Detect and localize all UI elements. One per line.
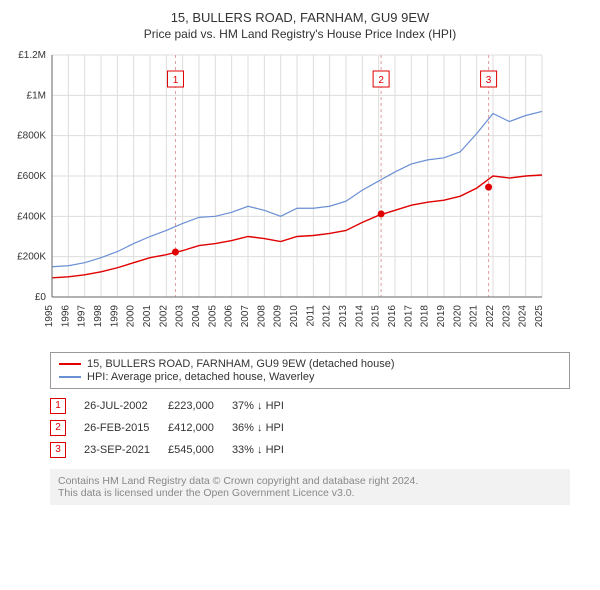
legend-swatch [59, 376, 81, 378]
svg-text:2001: 2001 [142, 305, 153, 328]
svg-text:2003: 2003 [175, 305, 186, 328]
svg-text:£200K: £200K [17, 252, 46, 263]
page-title: 15, BULLERS ROAD, FARNHAM, GU9 9EW [10, 10, 590, 25]
svg-text:1: 1 [173, 75, 179, 86]
sale-date-cell: 26-JUL-2002 [84, 395, 168, 417]
svg-text:2016: 2016 [387, 305, 398, 328]
svg-text:£1M: £1M [27, 90, 46, 101]
svg-text:2019: 2019 [436, 305, 447, 328]
svg-text:2021: 2021 [469, 305, 480, 328]
svg-text:2008: 2008 [256, 305, 267, 328]
sale-id-cell: 2 [50, 417, 84, 439]
svg-text:2015: 2015 [371, 305, 382, 328]
sale-date-cell: 26-FEB-2015 [84, 417, 168, 439]
svg-text:1998: 1998 [93, 305, 104, 328]
svg-text:2000: 2000 [126, 305, 137, 328]
svg-text:2009: 2009 [273, 305, 284, 328]
svg-text:2024: 2024 [518, 305, 529, 328]
sale-price-cell: £223,000 [168, 395, 232, 417]
svg-text:2023: 2023 [501, 305, 512, 328]
legend-swatch [59, 363, 81, 365]
sale-id-cell: 1 [50, 395, 84, 417]
svg-text:£0: £0 [35, 292, 47, 303]
svg-text:2011: 2011 [305, 305, 316, 327]
sales-row: 2 26-FEB-2015£412,00036% ↓ HPI [50, 417, 302, 439]
sale-marker-badge: 2 [50, 420, 66, 436]
legend: 15, BULLERS ROAD, FARNHAM, GU9 9EW (deta… [50, 352, 570, 389]
svg-text:3: 3 [486, 75, 492, 86]
svg-text:2: 2 [378, 75, 384, 86]
svg-text:2002: 2002 [158, 305, 169, 328]
footer-line-2: This data is licensed under the Open Gov… [58, 487, 562, 499]
sale-date-cell: 23-SEP-2021 [84, 439, 168, 461]
price-chart: £0 £200K £400K £600K £800K £1M £1.2M 1995 1996 19… [10, 51, 550, 341]
svg-text:2005: 2005 [207, 305, 218, 328]
sales-table: 1 26-JUL-2002£223,00037% ↓ HPI 2 26-FEB-201… [50, 395, 302, 461]
svg-text:2017: 2017 [403, 305, 414, 328]
svg-text:2004: 2004 [191, 305, 202, 328]
page-subtitle: Price paid vs. HM Land Registry's House … [10, 27, 590, 41]
sales-row: 1 26-JUL-2002£223,00037% ↓ HPI [50, 395, 302, 417]
svg-text:2013: 2013 [338, 305, 349, 328]
sales-row: 3 23-SEP-2021£545,00033% ↓ HPI [50, 439, 302, 461]
legend-label: HPI: Average price, detached house, Wave… [87, 371, 314, 383]
svg-text:1995: 1995 [44, 305, 55, 328]
sale-price-cell: £412,000 [168, 417, 232, 439]
legend-item: HPI: Average price, detached house, Wave… [59, 371, 561, 383]
svg-text:2006: 2006 [224, 305, 235, 328]
svg-text:1996: 1996 [60, 305, 71, 328]
legend-label: 15, BULLERS ROAD, FARNHAM, GU9 9EW (deta… [87, 358, 395, 370]
svg-text:2014: 2014 [354, 305, 365, 328]
legend-item: 15, BULLERS ROAD, FARNHAM, GU9 9EW (deta… [59, 358, 561, 370]
svg-text:2018: 2018 [420, 305, 431, 328]
svg-text:2025: 2025 [534, 305, 545, 328]
svg-text:1999: 1999 [109, 305, 120, 328]
sale-marker-badge: 1 [50, 398, 66, 414]
svg-text:£1.2M: £1.2M [18, 51, 46, 61]
svg-text:2007: 2007 [240, 305, 251, 328]
footer-line-1: Contains HM Land Registry data © Crown c… [58, 475, 562, 487]
sale-delta-cell: 33% ↓ HPI [232, 439, 302, 461]
svg-text:£400K: £400K [17, 211, 46, 222]
svg-text:2022: 2022 [485, 305, 496, 328]
sale-delta-cell: 37% ↓ HPI [232, 395, 302, 417]
sale-id-cell: 3 [50, 439, 84, 461]
svg-text:1997: 1997 [77, 305, 88, 328]
svg-text:£800K: £800K [17, 131, 46, 142]
svg-text:2010: 2010 [289, 305, 300, 328]
svg-text:£600K: £600K [17, 171, 46, 182]
sale-delta-cell: 36% ↓ HPI [232, 417, 302, 439]
chart-container: £0 £200K £400K £600K £800K £1M £1.2M 1995 1996 19… [10, 51, 590, 344]
svg-text:2020: 2020 [452, 305, 463, 328]
svg-text:2012: 2012 [322, 305, 333, 328]
footer-attribution: Contains HM Land Registry data © Crown c… [50, 469, 570, 505]
sale-price-cell: £545,000 [168, 439, 232, 461]
sale-marker-badge: 3 [50, 442, 66, 458]
